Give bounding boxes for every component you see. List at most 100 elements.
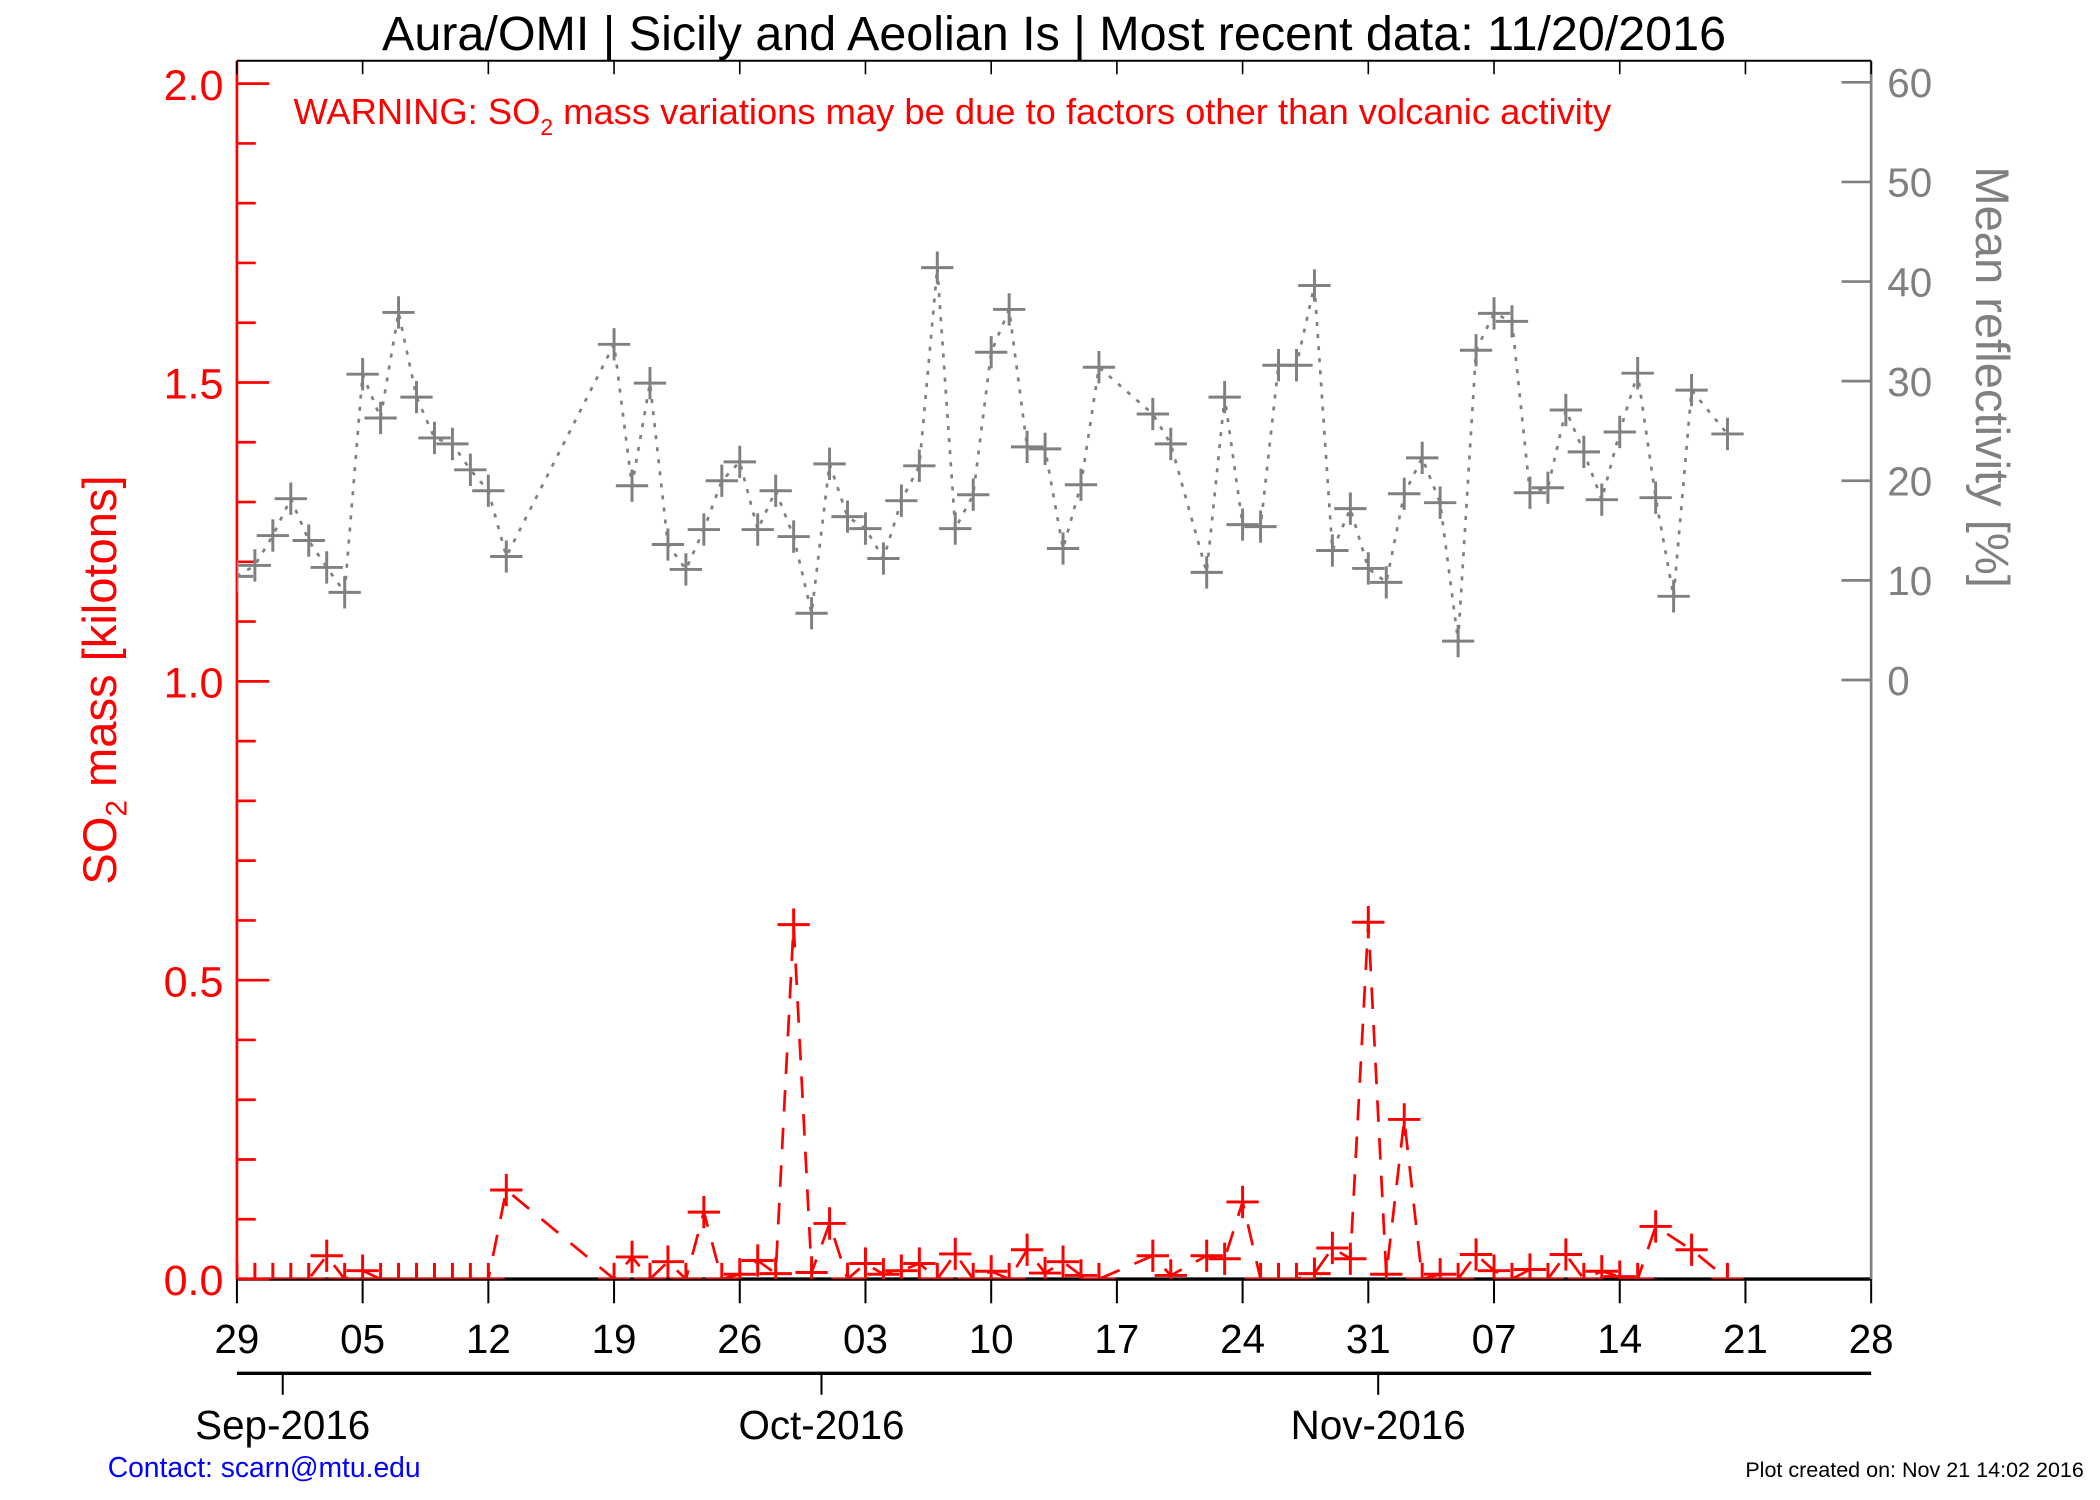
- data-point-marker: [454, 1262, 487, 1280]
- data-point-marker: [1352, 552, 1385, 585]
- data-point-marker: [1531, 471, 1565, 504]
- data-point-marker: [615, 469, 649, 502]
- data-point-marker: [921, 1262, 954, 1280]
- data-point-marker: [1441, 1262, 1475, 1280]
- data-point-marker: [777, 520, 810, 553]
- data-point-marker: [1513, 1253, 1547, 1280]
- plot-created-text: Plot created on: Nov 21 14:02 2016: [1745, 1458, 2084, 1482]
- data-point-marker: [1208, 380, 1241, 414]
- data-point-marker: [975, 336, 1008, 369]
- data-point-marker: [1549, 1238, 1583, 1271]
- data-point-marker: [1082, 1262, 1116, 1280]
- data-point-marker: [705, 1262, 738, 1280]
- data-point-marker: [1370, 566, 1403, 599]
- data-point-marker: [256, 1262, 289, 1280]
- data-point-marker: [1046, 1245, 1080, 1278]
- data-point-marker: [992, 1262, 1026, 1280]
- data-point-marker: [292, 1262, 325, 1280]
- data-point-marker: [939, 512, 972, 545]
- axes: 0.0 0.5 1.0 1.5 2.0 0 10 20 30 40 50 60 29 05 12 19 26 03…: [164, 59, 1932, 1448]
- data-point-marker: [903, 1247, 936, 1280]
- chart-title: Aura/OMI | Sicily and Aeolian Is | Most …: [382, 7, 1726, 61]
- data-point-marker: [1406, 441, 1439, 475]
- data-point-marker: [1477, 1254, 1511, 1280]
- x-tick-label: 29: [214, 1316, 259, 1362]
- data-point-marker: [1513, 476, 1547, 509]
- data-point-marker: [975, 1255, 1008, 1280]
- data-point-marker: [1064, 1259, 1098, 1280]
- data-point-marker: [1316, 1231, 1349, 1265]
- data-point-marker: [687, 1195, 720, 1229]
- data-point-marker: [1423, 486, 1457, 519]
- data-point-marker: [1441, 624, 1475, 658]
- data-point-marker: [813, 447, 846, 480]
- data-point-marker: [885, 484, 918, 517]
- contact-link[interactable]: Contact: scarn@mtu.edu: [108, 1451, 421, 1483]
- right-tick-label: 50: [1887, 160, 1932, 206]
- series-layer: [236, 251, 1744, 1280]
- data-point-marker: [1459, 334, 1493, 367]
- data-point-marker: [436, 1262, 469, 1280]
- data-point-marker: [992, 293, 1026, 326]
- left-tick-label: 0.0: [164, 1257, 224, 1305]
- data-point-marker: [831, 500, 864, 533]
- right-tick-label: 10: [1887, 558, 1932, 604]
- data-point-marker: [1334, 1242, 1367, 1275]
- left-axis-label: SO2 mass [kilotons]: [73, 475, 134, 884]
- series-mean-reflectivity: [236, 251, 1744, 658]
- data-point-marker: [1639, 481, 1672, 514]
- data-point-marker: [1585, 1255, 1618, 1280]
- data-point-marker: [795, 1256, 828, 1280]
- data-point-marker: [633, 1262, 667, 1280]
- data-point-marker: [759, 474, 792, 507]
- right-tick-label: 40: [1887, 259, 1932, 305]
- data-point-marker: [615, 1240, 649, 1274]
- data-point-marker: [651, 528, 685, 561]
- data-point-marker: [364, 1262, 397, 1280]
- month-tick-label: Sep-2016: [195, 1402, 370, 1448]
- data-point-marker: [1262, 1262, 1295, 1280]
- data-point-marker: [687, 513, 720, 546]
- data-point-marker: [328, 1262, 361, 1280]
- data-point-marker: [1136, 397, 1169, 431]
- data-point-marker: [1190, 1239, 1223, 1272]
- data-point-marker: [1711, 417, 1744, 451]
- data-point-marker: [1406, 1262, 1439, 1280]
- data-point-marker: [939, 1237, 972, 1271]
- data-point-marker: [400, 380, 433, 414]
- data-point-marker: [310, 1239, 343, 1272]
- data-point-marker: [1298, 1257, 1331, 1280]
- data-point-marker: [418, 421, 451, 455]
- right-tick-label: 30: [1887, 359, 1932, 405]
- data-point-marker: [346, 358, 379, 391]
- data-point-marker: [1675, 373, 1708, 407]
- data-point-marker: [1280, 349, 1313, 382]
- data-point-marker: [1352, 906, 1385, 939]
- x-tick-label: 26: [717, 1316, 762, 1362]
- data-point-marker: [1208, 1242, 1241, 1275]
- data-point-marker: [705, 464, 738, 497]
- series-so2-mass: [236, 906, 1744, 1280]
- data-point-marker: [1010, 1233, 1044, 1266]
- data-point-marker: [310, 551, 343, 584]
- data-point-marker: [723, 445, 756, 478]
- data-point-marker: [1154, 1259, 1187, 1280]
- data-point-marker: [1064, 468, 1098, 501]
- data-point-marker: [1028, 1256, 1062, 1280]
- data-point-marker: [274, 1262, 307, 1280]
- data-point-marker: [1621, 1262, 1654, 1280]
- data-point-marker: [849, 1247, 882, 1280]
- data-point-marker: [1334, 492, 1367, 525]
- data-point-marker: [1226, 1185, 1259, 1219]
- x-tick-label: 14: [1597, 1316, 1642, 1362]
- data-point-marker: [849, 512, 882, 545]
- data-point-marker: [1028, 432, 1062, 466]
- data-point-marker: [1388, 477, 1421, 510]
- data-point-marker: [1082, 351, 1116, 384]
- right-tick-label: 20: [1887, 459, 1932, 505]
- data-point-marker: [1010, 430, 1044, 464]
- x-tick-label: 19: [592, 1316, 637, 1362]
- data-point-marker: [957, 478, 990, 511]
- left-tick-label: 1.0: [164, 660, 224, 708]
